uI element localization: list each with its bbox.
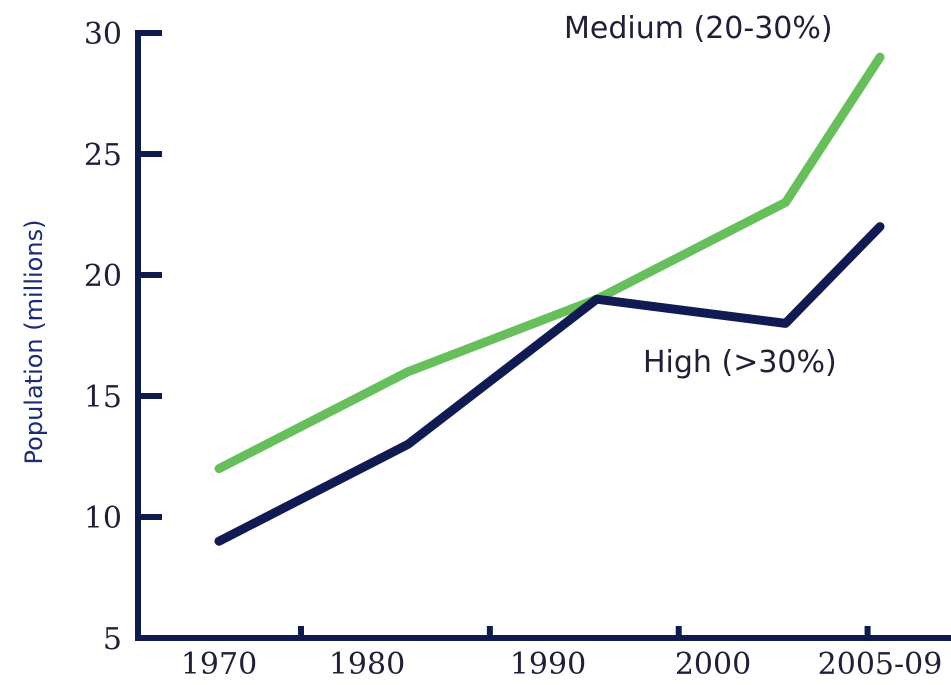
x-tick-label-1: 1980	[329, 647, 405, 682]
y-tick-label-20: 20	[84, 259, 122, 294]
series-medium-line	[214, 52, 885, 474]
series-label-high: High (>30%)	[643, 345, 837, 380]
x-tick-label-0: 1970	[181, 647, 257, 682]
y-axis-title: Population (millions)	[20, 220, 48, 465]
x-tick-label-4: 2005-09	[818, 647, 943, 682]
y-tick-label-30: 30	[84, 17, 122, 52]
x-tick-label-3: 2000	[675, 647, 751, 682]
series-high-line	[214, 222, 885, 546]
x-ticks: 1970 1980 1990 2000 2005-09	[181, 626, 943, 682]
y-tick-label-25: 25	[84, 138, 122, 173]
axes: 5 10 15 20 25 30 1970 1980 1990 2000 2005-09	[84, 17, 951, 682]
y-ticks: 5 10 15 20 25 30	[84, 17, 162, 657]
y-tick-label-15: 15	[84, 380, 122, 415]
x-tick-label-2: 1990	[510, 647, 586, 682]
series-label-medium: Medium (20-30%)	[564, 11, 833, 46]
y-tick-label-5: 5	[103, 622, 122, 657]
y-tick-label-10: 10	[84, 501, 122, 536]
series-layer	[214, 52, 885, 546]
